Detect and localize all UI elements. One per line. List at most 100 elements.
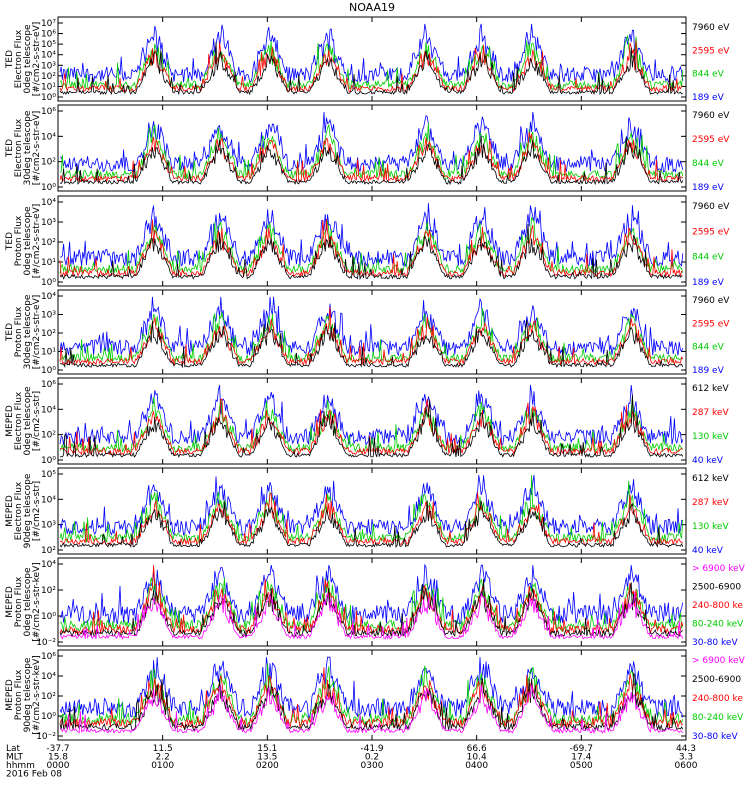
y-label-line: [#/cm2-s-str] xyxy=(32,391,42,451)
y-tick-label: 10⁶ xyxy=(41,107,56,117)
y-tick-label: 10⁴ xyxy=(41,405,56,415)
y-label-line: 30deg telescope xyxy=(23,294,33,369)
legend-label: 80-240 keV xyxy=(692,620,744,630)
legend-label: 30-80 keV xyxy=(692,732,738,742)
legend-label: 844 eV xyxy=(692,253,725,263)
y-tick-label: 10⁰ xyxy=(41,278,56,288)
y-tick-label: 10⁰ xyxy=(41,183,56,193)
series-trace xyxy=(59,563,684,625)
legend-label: > 6900 keV xyxy=(692,656,746,666)
legend-label: 612 keV xyxy=(692,474,729,484)
x-tick-label: 0300 xyxy=(361,761,384,771)
legend-label: 7960 eV xyxy=(692,23,730,33)
legend-label: 2595 eV xyxy=(692,46,730,56)
y-label-line: MEPED xyxy=(5,405,15,437)
legend-label: 7960 eV xyxy=(692,296,730,306)
legend-label: 844 eV xyxy=(692,159,725,169)
y-tick-label: 10⁰ xyxy=(41,93,56,103)
y-tick-label: 10³ xyxy=(41,218,56,228)
y-label-line: Electron Flux xyxy=(14,481,24,540)
y-tick-label: 10² xyxy=(41,692,56,702)
series-trace xyxy=(59,132,684,183)
legend-label: 189 eV xyxy=(692,183,725,193)
x-tick-label: 0400 xyxy=(465,761,488,771)
series-trace xyxy=(59,384,684,447)
y-axis-label: TED Electron Flux 30deg telescope [#/cm2-s-… xyxy=(5,110,42,185)
y-label-line: Proton Flux xyxy=(14,576,24,627)
series-trace xyxy=(59,667,684,729)
y-tick-label: 10⁰ xyxy=(41,712,56,722)
x-axis-group: Lat -37.7 11.5 15.1 -41.9 66.6 -69.7 44.3 MLT 15.… xyxy=(6,17,698,780)
y-axis-label: MEPED Electron Flux 0deg telescope [#/cm2-s… xyxy=(5,386,42,456)
y-tick-label: 10³ xyxy=(41,521,56,531)
legend-label: 130 keV xyxy=(692,432,729,442)
y-label-line: 90deg telescope xyxy=(23,657,33,732)
y-tick-label: 10⁰ xyxy=(41,366,56,376)
y-label-line: TED xyxy=(5,50,15,69)
x-tick-label: 66.6 xyxy=(467,744,487,754)
x-tick-label: 10.4 xyxy=(467,753,487,763)
y-label-line: [#/cm2-s-str-eV] xyxy=(32,295,42,370)
series-trace xyxy=(59,500,684,549)
y-tick-label: 10² xyxy=(41,329,56,339)
series-trace xyxy=(59,577,684,633)
y-tick-label: 10¹ xyxy=(41,258,56,268)
y-tick-label: 10⁶ xyxy=(41,652,56,662)
x-tick-label: 0.2 xyxy=(365,753,379,763)
y-axis-label: MEPED Proton Flux 90deg telescope [#/cm2-s-… xyxy=(5,655,42,734)
legend-label: 844 eV xyxy=(692,343,725,353)
y-tick-label: 10⁴ xyxy=(41,51,56,61)
y-label-line: 0deg telescope xyxy=(23,567,33,637)
series-trace xyxy=(59,394,684,458)
y-label-line: Electron Flux xyxy=(14,29,24,88)
legend-label: 612 keV xyxy=(692,384,729,394)
x-tick-label: 0500 xyxy=(570,761,593,771)
y-label-line: TED xyxy=(5,232,15,251)
y-tick-label: 10² xyxy=(41,431,56,441)
x-tick-label: -41.9 xyxy=(360,744,384,754)
y-label-line: Electron Flux xyxy=(14,118,24,177)
y-axis-label: TED Electron Flux 0deg telescope [#/cm2-s-s… xyxy=(5,22,42,97)
y-tick-label: 10⁴ xyxy=(41,560,56,570)
legend-label: 2595 eV xyxy=(692,227,730,237)
y-label-line: [#/cm2-s-str-eV] xyxy=(32,204,42,279)
legend-label: 240-800 ke xyxy=(692,601,743,611)
series-trace xyxy=(59,296,684,357)
x-tick-label: -69.7 xyxy=(570,744,593,754)
y-tick-label: 10¹ xyxy=(41,348,56,358)
y-tick-label: 10¹ xyxy=(41,82,56,92)
y-tick-label: 10⁴ xyxy=(41,672,56,682)
y-label-line: Proton Flux xyxy=(14,215,24,266)
legend-label: 40 keV xyxy=(692,546,724,556)
y-tick-label: 10⁶ xyxy=(41,380,56,390)
x-tick-label: -37.7 xyxy=(46,744,69,754)
x-row-label: MLT xyxy=(6,753,24,763)
y-label-line: Proton Flux xyxy=(14,306,24,357)
series-trace xyxy=(59,136,684,186)
y-label-line: [#/cm2-s-str-keV] xyxy=(32,562,42,641)
y-axis-label: TED Proton Flux 0deg telescope [#/cm2-s-str… xyxy=(5,204,42,279)
series-trace xyxy=(59,203,684,268)
y-label-line: [#/cm2-s-str] xyxy=(32,481,42,541)
chart-title: NOAA19 xyxy=(349,1,395,14)
legend-label: 7960 eV xyxy=(692,202,730,212)
y-tick-label: 10² xyxy=(41,586,56,596)
series-trace xyxy=(59,684,684,735)
y-label-line: TED xyxy=(5,139,15,158)
legend-label: 240-800 ke xyxy=(692,694,743,704)
series-trace xyxy=(59,320,684,369)
legend-label: 2500-6900 xyxy=(692,675,741,685)
legend-label: 287 keV xyxy=(692,408,729,418)
panel-frame xyxy=(57,16,687,102)
legend-label: 189 eV xyxy=(692,93,725,103)
legend-label: 7960 eV xyxy=(692,111,730,121)
series-trace xyxy=(59,224,683,281)
y-tick-label: 10⁷ xyxy=(41,19,56,29)
x-row-label: Lat xyxy=(6,744,21,754)
legend-label: > 6900 keV xyxy=(692,564,746,574)
y-tick-label: 10² xyxy=(41,238,56,248)
